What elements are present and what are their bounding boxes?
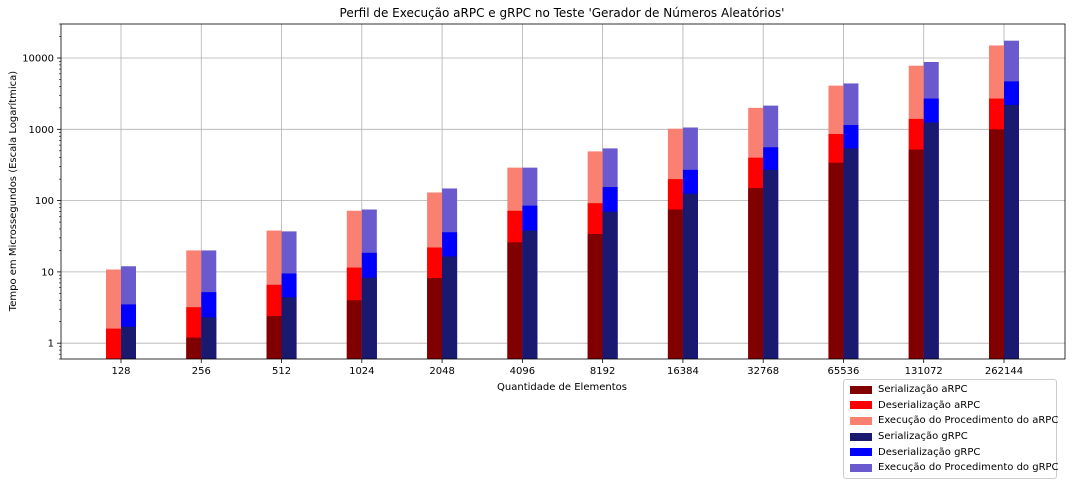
bar — [507, 242, 523, 359]
legend-item: Deserialização gRPC — [850, 444, 1052, 460]
legend-swatch — [850, 401, 872, 410]
x-tick-label: 2048 — [429, 366, 454, 377]
bar — [427, 278, 443, 359]
bar — [361, 277, 377, 359]
y-tick-label: 10 — [41, 267, 54, 278]
x-tick-label: 32768 — [747, 366, 779, 377]
x-tick-label: 128 — [111, 366, 130, 377]
bar — [763, 169, 779, 359]
chart-legend: Serialização aRPC Deserialização aRPC Exec… — [843, 379, 1059, 479]
bar — [843, 148, 859, 359]
legend-swatch — [850, 416, 872, 425]
legend-item: Execução do Procedimento do aRPC — [850, 413, 1058, 429]
bar — [989, 129, 1004, 359]
x-tick-label: 8192 — [590, 366, 615, 377]
y-tick-label: 100 — [35, 196, 54, 207]
bars — [106, 40, 1019, 360]
bar — [667, 209, 683, 359]
x-tick-label: 1024 — [349, 366, 374, 377]
bar — [346, 300, 362, 359]
y-tick-label: 1 — [48, 339, 54, 350]
x-tick-label: 262144 — [985, 366, 1023, 377]
bar — [908, 149, 924, 359]
y-axis-label: Tempo em Microssegundos (Escala Logarítm… — [7, 71, 19, 312]
legend-label: Execução do Procedimento do gRPC — [878, 462, 1059, 474]
legend-label: Serialização gRPC — [878, 431, 968, 443]
bar — [587, 234, 603, 359]
legend-swatch — [850, 463, 872, 472]
y-tick-label: 10000 — [22, 54, 54, 65]
bar — [442, 256, 458, 359]
bar — [106, 328, 121, 359]
legend-label: Deserialização aRPC — [878, 399, 981, 411]
bar — [828, 162, 844, 359]
bar — [522, 230, 538, 359]
x-ticks: 128 256 512 1024 2048 4096 8192 16384 32768 65536… — [111, 359, 1023, 377]
chart-title: Perfil de Execução aRPC e gRPC no Teste … — [340, 6, 785, 20]
legend-item: Serialização aRPC — [850, 382, 1052, 398]
bar — [266, 316, 282, 359]
legend-label: Execução do Procedimento do aRPC — [878, 415, 1059, 427]
bar — [201, 317, 217, 359]
x-axis-label: Quantidade de Elementos — [497, 382, 627, 393]
y-ticks: 1 10 100 1000 10000 — [22, 23, 61, 360]
x-tick-label: 16384 — [667, 366, 699, 377]
bar — [682, 193, 698, 359]
bar — [1004, 104, 1019, 360]
legend-item: Execução do Procedimento do gRPC — [850, 460, 1059, 476]
bar — [121, 326, 136, 359]
x-tick-label: 65536 — [828, 366, 860, 377]
legend-swatch — [850, 448, 872, 457]
y-tick-label: 1000 — [29, 125, 54, 136]
bar — [602, 211, 618, 359]
x-tick-label: 4096 — [510, 366, 535, 377]
x-tick-label: 256 — [192, 366, 211, 377]
legend-item: Deserialização aRPC — [850, 398, 1052, 414]
plot-frame — [60, 23, 1066, 360]
bar — [748, 188, 764, 359]
bar — [186, 337, 202, 359]
legend-swatch — [850, 432, 872, 441]
legend-label: Serialização aRPC — [878, 384, 968, 396]
legend-item: Serialização gRPC — [850, 429, 1052, 445]
legend-swatch — [850, 385, 872, 394]
bar — [281, 297, 297, 359]
legend-label: Deserialização gRPC — [878, 446, 981, 458]
x-tick-label: 512 — [272, 366, 291, 377]
x-tick-label: 131072 — [905, 366, 943, 377]
bar — [923, 122, 939, 360]
